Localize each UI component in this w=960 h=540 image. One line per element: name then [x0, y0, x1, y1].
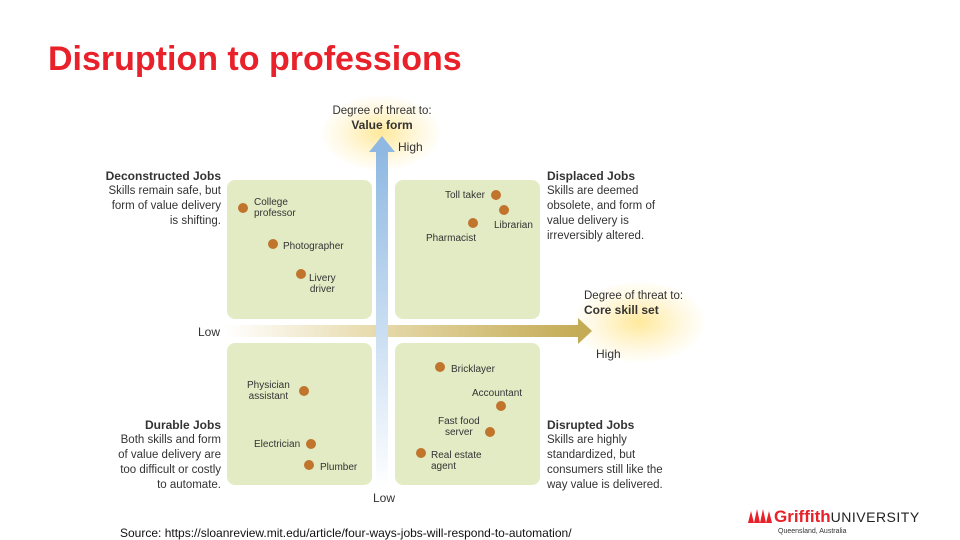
- job-label-bricklayer: Bricklayer: [451, 364, 495, 375]
- job-dot-accountant: [496, 401, 506, 411]
- x-axis-glow: [574, 282, 704, 362]
- displaced-desc: Skills are deemed obsolete, and form of …: [547, 185, 656, 242]
- job-label-electrician: Electrician: [254, 439, 301, 450]
- source-citation: Source: https://sloanreview.mit.edu/arti…: [120, 526, 572, 540]
- job-label-livery-driver: Livery driver: [309, 273, 336, 295]
- job-label-photographer: Photographer: [283, 241, 344, 252]
- job-dot-college-professor: [238, 203, 248, 213]
- job-label-accountant: Accountant: [472, 388, 523, 399]
- job-dot-pharmacist: [468, 218, 478, 228]
- x-axis-arrow: [225, 318, 592, 344]
- logo-brand: Griffith: [774, 507, 831, 526]
- y-axis-name: Value form: [351, 118, 413, 132]
- job-label-librarian: Librarian: [494, 220, 533, 231]
- job-label-toll-taker: Toll taker: [445, 190, 486, 201]
- quadrant-displaced: [395, 180, 540, 319]
- griffith-crest-icon: [748, 509, 772, 523]
- job-label-plumber: Plumber: [320, 462, 358, 473]
- quadrant-deconstructed: [227, 180, 372, 319]
- x-axis-prefix: Degree of threat to:: [584, 290, 684, 302]
- job-dot-plumber: [304, 460, 314, 470]
- griffith-logo: GriffithUNIVERSITY Queensland, Australia: [746, 507, 920, 535]
- job-dot-toll-taker: [491, 190, 501, 200]
- job-label-college-professor: College professor: [254, 197, 296, 219]
- y-axis-high: High: [398, 140, 423, 154]
- durable-title: Durable Jobs: [144, 418, 221, 432]
- logo-university: UNIVERSITY: [830, 509, 920, 525]
- disrupted-title: Disrupted Jobs: [547, 418, 635, 432]
- quadrant-disrupted: [395, 343, 540, 485]
- job-dot-bricklayer: [435, 362, 445, 372]
- job-dot-real-estate-agent: [416, 448, 426, 458]
- deconstructed-desc: Skills remain safe, but form of value de…: [108, 185, 222, 227]
- y-axis-prefix: Degree of threat to:: [332, 105, 432, 117]
- x-axis-caption: Degree of threat to: Core skill set: [584, 289, 683, 318]
- y-axis-caption: Degree of threat to: Value form: [318, 104, 446, 133]
- slide-title: Disruption to professions: [48, 40, 462, 78]
- job-label-physician-assistant: Physician assistant: [247, 380, 290, 402]
- displaced-title: Displaced Jobs: [547, 169, 636, 183]
- job-dot-photographer: [268, 239, 278, 249]
- job-label-fast-food-server: Fast food server: [438, 416, 480, 438]
- job-dot-electrician: [306, 439, 316, 449]
- job-dot-livery-driver: [296, 269, 306, 279]
- durable-desc: Both skills and form of value delivery a…: [118, 434, 221, 491]
- disrupted-desc: Skills are highly standardized, but cons…: [547, 434, 663, 491]
- y-axis-arrow: [369, 136, 395, 488]
- x-axis-low: Low: [198, 325, 221, 339]
- job-dot-physician-assistant: [299, 386, 309, 396]
- deconstructed-title: Deconstructed Jobs: [105, 169, 221, 183]
- logo-location: Queensland, Australia: [778, 528, 847, 535]
- x-axis-name: Core skill set: [584, 303, 659, 317]
- job-label-real-estate-agent: Real estate agent: [431, 450, 482, 472]
- job-dot-fast-food-server: [485, 427, 495, 437]
- job-dot-librarian: [499, 205, 509, 215]
- job-label-pharmacist: Pharmacist: [426, 233, 477, 244]
- y-axis-low: Low: [373, 491, 396, 505]
- quadrant-durable: [227, 343, 372, 485]
- x-axis-high: High: [596, 347, 621, 361]
